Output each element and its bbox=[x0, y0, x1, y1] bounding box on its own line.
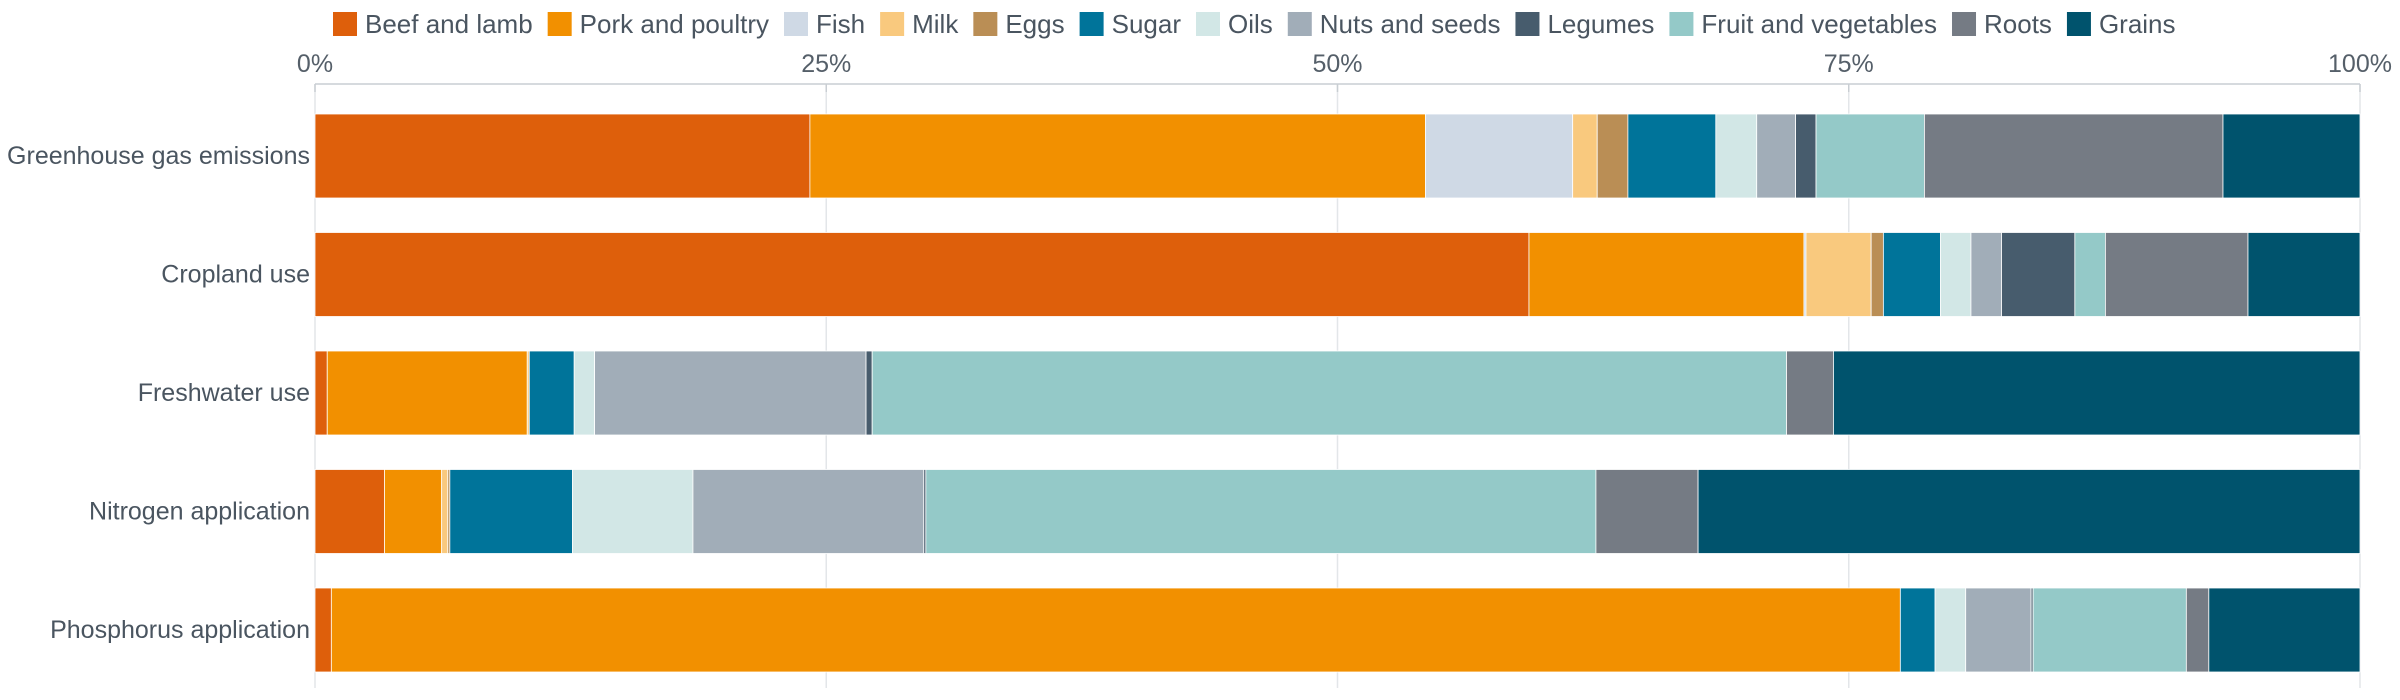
legend-swatch bbox=[784, 12, 808, 36]
legend-swatch bbox=[333, 12, 357, 36]
legend-swatch bbox=[880, 12, 905, 36]
bar-segment bbox=[1795, 113, 1817, 199]
legend-label: Roots bbox=[1984, 9, 2052, 39]
legend-label: Pork and poultry bbox=[580, 9, 769, 39]
bar-segment bbox=[314, 350, 328, 436]
bar-segment bbox=[2001, 232, 2076, 317]
bar-segment bbox=[1528, 232, 1805, 317]
bar-segment bbox=[573, 350, 596, 436]
bar-segment bbox=[925, 469, 1597, 554]
bar-segment bbox=[326, 350, 528, 436]
legend-swatch bbox=[1669, 12, 1694, 36]
legend-swatch bbox=[1952, 12, 1977, 36]
bar-segment bbox=[1786, 350, 1834, 436]
bar-segment bbox=[1970, 232, 2002, 317]
legend-label: Oils bbox=[1228, 9, 1273, 39]
bar-segment bbox=[2222, 113, 2361, 199]
bar-segment bbox=[314, 587, 332, 673]
bar-segment bbox=[2104, 232, 2249, 317]
legend-swatch bbox=[973, 12, 998, 36]
category-label: Phosphorus application bbox=[50, 616, 310, 644]
x-tick-label: 75% bbox=[1824, 50, 1874, 78]
bar-segment bbox=[871, 350, 1787, 436]
legend-swatch bbox=[547, 12, 572, 36]
bar-segment bbox=[330, 587, 1901, 673]
bar-segment bbox=[314, 469, 385, 554]
bar-segment bbox=[809, 113, 1426, 199]
bar-row bbox=[314, 113, 2361, 199]
bar-row bbox=[314, 469, 2361, 554]
bar-segment bbox=[1965, 587, 2032, 673]
legend-label: Legumes bbox=[1547, 9, 1654, 39]
legend-swatch bbox=[2066, 12, 2091, 36]
bar-row bbox=[314, 232, 2361, 317]
bar-segment bbox=[2247, 232, 2361, 317]
legend-swatch bbox=[1515, 12, 1540, 36]
bar-segment bbox=[1934, 587, 1967, 673]
chart-bars bbox=[314, 113, 2361, 673]
bar-segment bbox=[1425, 113, 1574, 199]
bar-segment bbox=[314, 232, 1530, 317]
bar-segment bbox=[1870, 232, 1884, 317]
x-tick-label: 0% bbox=[297, 50, 333, 78]
bar-row bbox=[314, 350, 2361, 436]
bar-segment bbox=[1596, 113, 1629, 199]
bar-segment bbox=[1940, 232, 1972, 317]
chart-legend: Beef and lamb Pork and poultry Fish Milk Egg… bbox=[333, 9, 2176, 39]
x-axis: 0% 25% 50% 75% 100% bbox=[297, 50, 2392, 92]
category-label: Freshwater use bbox=[138, 379, 310, 407]
category-label: Nitrogen application bbox=[89, 498, 310, 526]
bar-row bbox=[314, 587, 2361, 673]
category-label: Greenhouse gas emissions bbox=[7, 142, 310, 170]
bar-segment bbox=[1715, 113, 1758, 199]
legend-label: Fish bbox=[816, 9, 865, 39]
bar-segment bbox=[865, 350, 873, 436]
bar-segment bbox=[1697, 469, 2361, 554]
legend-swatch bbox=[1287, 12, 1312, 36]
legend-label: Eggs bbox=[1005, 9, 1064, 39]
bar-segment bbox=[1595, 469, 1699, 554]
bar-segment bbox=[594, 350, 867, 436]
legend-label: Grains bbox=[2099, 9, 2176, 39]
y-axis: Greenhouse gas emissions Cropland use Fres… bbox=[7, 142, 310, 644]
bar-segment bbox=[2032, 587, 2187, 673]
legend-label: Fruit and vegetables bbox=[1701, 9, 1937, 39]
bar-segment bbox=[528, 350, 575, 436]
x-tick-label: 50% bbox=[1312, 50, 1362, 78]
bar-segment bbox=[1924, 113, 2224, 199]
bar-segment bbox=[441, 469, 449, 554]
bar-segment bbox=[572, 469, 694, 554]
legend-label: Nuts and seeds bbox=[1320, 9, 1501, 39]
x-tick-label: 100% bbox=[2328, 50, 2392, 78]
bar-segment bbox=[1756, 113, 1796, 199]
legend-swatch bbox=[1079, 12, 1104, 36]
x-tick-label: 25% bbox=[801, 50, 851, 78]
bar-segment bbox=[1882, 232, 1941, 317]
bar-segment bbox=[2208, 587, 2361, 673]
bar-segment bbox=[1899, 587, 1936, 673]
bar-segment bbox=[1805, 232, 1872, 317]
bar-segment bbox=[449, 469, 573, 554]
bar-segment bbox=[1572, 113, 1598, 199]
bar-segment bbox=[314, 113, 811, 199]
bar-segment bbox=[1833, 350, 2361, 436]
legend-label: Sugar bbox=[1112, 9, 1182, 39]
bar-segment bbox=[2074, 232, 2106, 317]
legend-swatch bbox=[1196, 12, 1220, 36]
bar-segment bbox=[384, 469, 443, 554]
category-label: Cropland use bbox=[161, 261, 310, 289]
legend-label: Milk bbox=[912, 9, 959, 39]
bar-segment bbox=[1815, 113, 1925, 199]
bar-segment bbox=[1627, 113, 1717, 199]
bar-segment bbox=[692, 469, 925, 554]
legend-label: Beef and lamb bbox=[365, 9, 533, 39]
bar-segment bbox=[2185, 587, 2210, 673]
